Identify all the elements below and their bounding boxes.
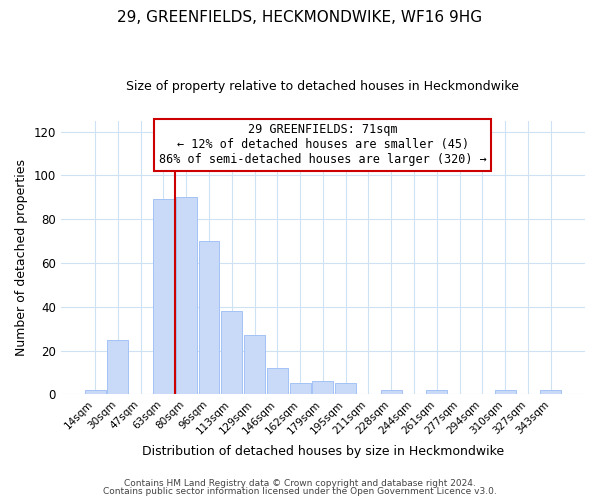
Text: Contains public sector information licensed under the Open Government Licence v3: Contains public sector information licen… xyxy=(103,487,497,496)
Bar xyxy=(153,200,174,394)
Title: Size of property relative to detached houses in Heckmondwike: Size of property relative to detached ho… xyxy=(127,80,520,93)
Bar xyxy=(540,390,561,394)
Y-axis label: Number of detached properties: Number of detached properties xyxy=(15,159,28,356)
Bar xyxy=(199,241,220,394)
Bar xyxy=(267,368,288,394)
Bar xyxy=(290,384,311,394)
Bar xyxy=(494,390,515,394)
Bar xyxy=(381,390,402,394)
X-axis label: Distribution of detached houses by size in Heckmondwike: Distribution of detached houses by size … xyxy=(142,444,504,458)
Bar xyxy=(176,197,197,394)
Bar xyxy=(107,340,128,394)
Bar xyxy=(427,390,447,394)
Bar xyxy=(221,311,242,394)
Bar xyxy=(244,336,265,394)
Bar xyxy=(335,384,356,394)
Text: 29, GREENFIELDS, HECKMONDWIKE, WF16 9HG: 29, GREENFIELDS, HECKMONDWIKE, WF16 9HG xyxy=(118,10,482,25)
Bar xyxy=(85,390,106,394)
Bar xyxy=(313,382,334,394)
Text: 29 GREENFIELDS: 71sqm
← 12% of detached houses are smaller (45)
86% of semi-deta: 29 GREENFIELDS: 71sqm ← 12% of detached … xyxy=(159,124,487,166)
Text: Contains HM Land Registry data © Crown copyright and database right 2024.: Contains HM Land Registry data © Crown c… xyxy=(124,478,476,488)
